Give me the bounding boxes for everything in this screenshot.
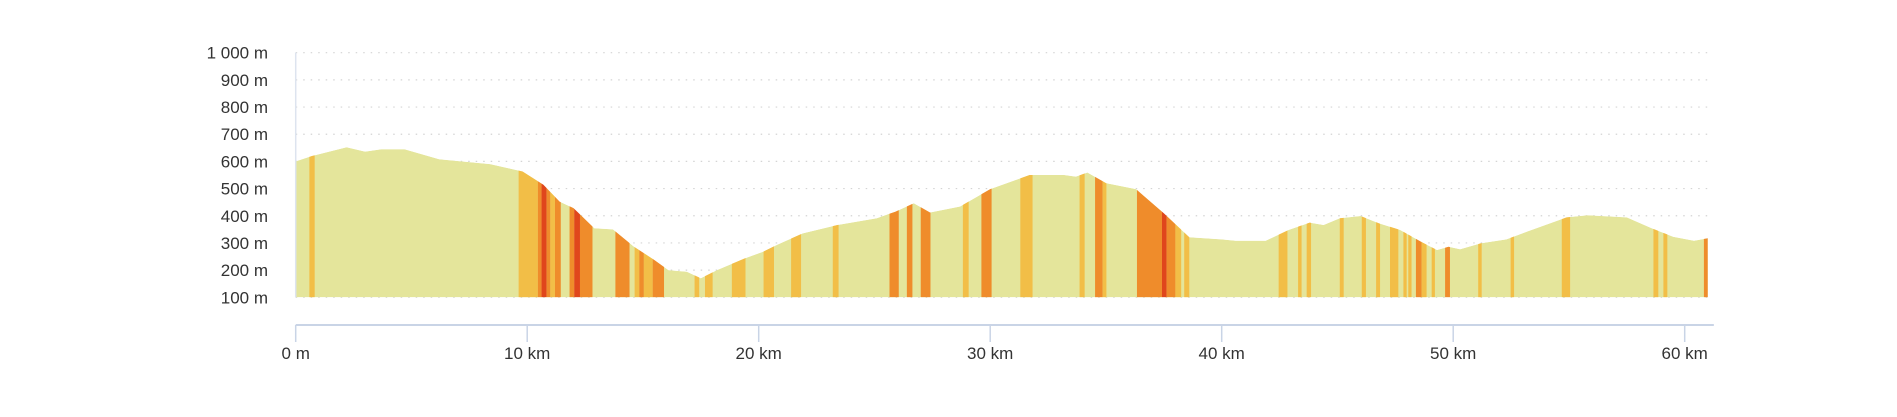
gradient-segment-moderate <box>1478 147 1482 298</box>
gradient-segment-moderate <box>832 147 839 298</box>
gradient-segment-steep <box>1703 147 1708 298</box>
y-tick-label: 800 m <box>221 98 268 117</box>
gradient-segment-moderate <box>634 147 640 298</box>
gradient-segment-moderate <box>791 147 802 298</box>
gradient-segment-moderate <box>1653 147 1659 298</box>
x-tick-label: 50 km <box>1430 344 1476 363</box>
gradient-segment-moderate <box>518 147 538 298</box>
y-tick-label: 1 000 m <box>207 44 268 63</box>
gradient-segment-moderate <box>1298 147 1302 298</box>
gradient-segment-steep <box>1445 147 1450 298</box>
y-tick-label: 600 m <box>221 152 268 171</box>
y-tick-label: 700 m <box>221 125 268 144</box>
gradient-segment-steep <box>615 147 630 298</box>
gradient-segment-steep <box>1415 147 1422 298</box>
gradient-segment-steep <box>1136 147 1162 298</box>
x-axis-labels: 0 m 10 km 20 km 30 km 40 km 50 km 60 km <box>282 344 1708 363</box>
gradient-segment-steep <box>920 147 931 298</box>
gradient-segment-steep <box>652 147 665 298</box>
gradient-segment-steep <box>569 147 575 298</box>
gradient-segment-steep <box>906 147 913 298</box>
gradient-segment-moderate <box>1278 147 1288 298</box>
gradient-segment-very-steep <box>574 147 580 298</box>
x-tick-label: 30 km <box>967 344 1013 363</box>
x-tick-label: 20 km <box>736 344 782 363</box>
gradient-segment-moderate <box>962 147 969 298</box>
gradient-segment-steep <box>579 147 593 298</box>
gradient-segment-moderate <box>1431 147 1435 298</box>
axes <box>294 52 1714 342</box>
gradient-segment-moderate <box>1408 147 1412 298</box>
gradient-segment-moderate <box>1079 147 1085 298</box>
gradient-segment-very-steep <box>1161 147 1167 298</box>
x-tick-label: 10 km <box>504 344 550 363</box>
elevation-area <box>295 147 1708 298</box>
gradient-segment-moderate <box>1510 147 1515 298</box>
gradient-segment-steep <box>981 147 992 298</box>
gradient-segment-steep <box>639 147 644 298</box>
y-tick-label: 400 m <box>221 207 268 226</box>
gradient-segment-moderate <box>643 147 653 298</box>
gradient-segment-steep <box>537 147 542 298</box>
gradient-segment-moderate <box>1175 147 1182 298</box>
elevation-fill <box>295 147 1708 298</box>
gradient-segment-moderate <box>1421 147 1427 298</box>
gradient-segment-steep <box>1095 147 1103 298</box>
y-tick-label: 500 m <box>221 180 268 199</box>
gradient-segment-moderate <box>550 147 555 298</box>
gradient-segment-moderate <box>1020 147 1033 298</box>
y-axis-labels: 1 000 m 900 m 800 m 700 m 600 m 500 m 400 m 300… <box>207 44 268 308</box>
x-tick-label: 60 km <box>1662 344 1708 363</box>
gradient-segment-moderate <box>1184 147 1190 298</box>
gradient-segment-very-steep <box>541 147 547 298</box>
gradient-segment-moderate <box>1339 147 1344 298</box>
gradient-segment-moderate <box>1663 147 1668 298</box>
y-tick-label: 200 m <box>221 261 268 280</box>
gradient-segment-steep <box>554 147 561 298</box>
gradient-segment-moderate <box>309 147 315 298</box>
x-tick-label: 0 m <box>282 344 310 363</box>
gradient-segment-moderate <box>731 147 746 298</box>
y-tick-label: 100 m <box>221 288 268 307</box>
gradient-segment-moderate <box>1306 147 1312 298</box>
gradient-segment-moderate <box>1403 147 1407 298</box>
gradient-segment-moderate <box>704 147 713 298</box>
gradient-segment-moderate <box>1376 147 1381 298</box>
gradient-segment-moderate <box>1102 147 1107 298</box>
gradient-segment-moderate <box>694 147 700 298</box>
gradient-segment-moderate <box>1561 147 1571 298</box>
gradient-segment-steep <box>546 147 551 298</box>
y-tick-label: 900 m <box>221 71 268 90</box>
gradient-segment-steep <box>1166 147 1176 298</box>
gradient-segment-steep <box>889 147 899 298</box>
gradient-segment-moderate <box>1361 147 1366 298</box>
gradient-segment-moderate <box>1390 147 1399 298</box>
y-tick-label: 300 m <box>221 234 268 253</box>
gradient-segment-moderate <box>763 147 774 298</box>
x-tick-label: 40 km <box>1199 344 1245 363</box>
